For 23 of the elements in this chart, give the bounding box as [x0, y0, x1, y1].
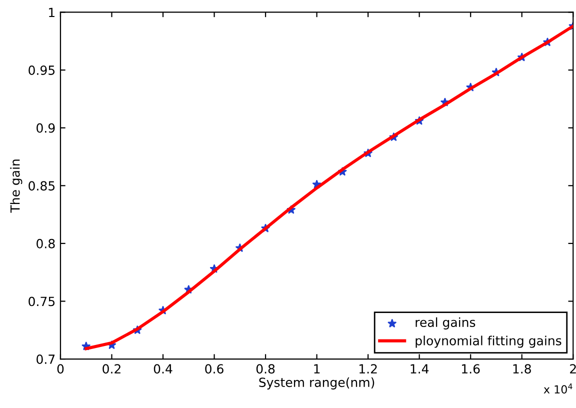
x-tick-label: 0.8 [256, 364, 275, 374]
x-tick-label: 1.8 [513, 364, 531, 374]
y-tick-label: 0.95 [28, 66, 55, 75]
legend-label: real gains [416, 317, 476, 330]
x-tick-label: 1.4 [410, 364, 429, 374]
x-tick-label: 0 [57, 364, 64, 374]
y-tick-label: 0.8 [36, 238, 55, 248]
x-tick-label: 1.2 [360, 364, 377, 374]
legend-label: ploynomial fitting gains [416, 336, 562, 348]
x-tick-label: 1.6 [462, 364, 480, 374]
y-axis-title: The gain [10, 160, 22, 213]
x-tick-label: 0.4 [154, 364, 172, 374]
x-axis-title: System range(nm) [259, 377, 374, 390]
y-tick-label: 0.7 [36, 354, 55, 364]
y-tick-label: 1 [49, 8, 54, 17]
y-tick-label: 0.85 [28, 181, 55, 191]
x-tick-label: 0.6 [205, 364, 224, 374]
text: x 10$^{4}$ [544, 383, 572, 394]
x-tick-label: 1 [314, 364, 320, 374]
x-tick-label: 0.2 [102, 364, 120, 374]
y-tick-label: 0.75 [28, 296, 55, 306]
y-tick-label: 0.9 [36, 123, 55, 133]
x-tick-label: 2 [570, 364, 576, 374]
